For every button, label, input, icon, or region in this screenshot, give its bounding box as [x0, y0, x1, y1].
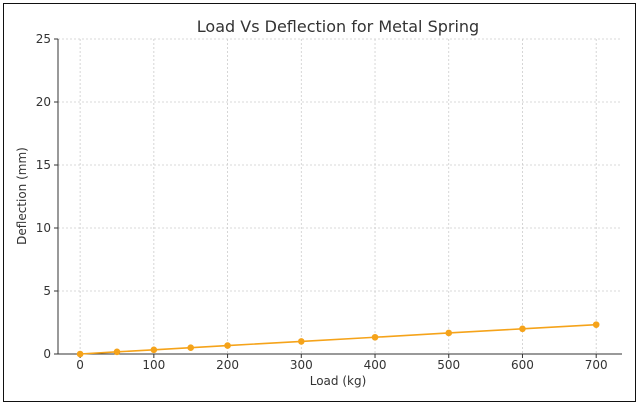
y-tick-label: 10	[36, 221, 51, 235]
data-point	[519, 325, 526, 333]
x-tick-label: 600	[511, 358, 534, 372]
data-point	[592, 321, 600, 328]
chart-border	[3, 3, 636, 402]
data-point	[113, 348, 121, 356]
x-tick-label: 400	[364, 358, 387, 372]
y-tick-label: 0	[43, 347, 51, 361]
data-point	[445, 329, 453, 337]
y-axis-label: Deflection (mm)	[15, 147, 29, 245]
data-point	[297, 338, 305, 345]
data-point	[187, 344, 195, 352]
x-axis-label: Load (kg)	[310, 374, 367, 388]
series-line	[80, 323, 597, 355]
x-tick-label: 700	[585, 358, 608, 372]
x-tick-label: 100	[142, 358, 165, 372]
chart-title: Load Vs Deflection for Metal Spring	[197, 17, 479, 36]
x-tick-label: 300	[290, 358, 313, 372]
x-tick-label: 0	[76, 358, 84, 372]
x-tick-label: 200	[216, 358, 239, 372]
data-point	[76, 350, 84, 358]
y-tick-label: 5	[43, 284, 51, 298]
y-tick-label: 20	[36, 95, 51, 109]
y-tick-label: 25	[36, 32, 51, 46]
data-point	[150, 346, 158, 354]
x-tick-label: 500	[437, 358, 460, 372]
data-point	[371, 333, 379, 341]
y-tick-label: 15	[36, 158, 51, 172]
data-point	[224, 342, 231, 349]
